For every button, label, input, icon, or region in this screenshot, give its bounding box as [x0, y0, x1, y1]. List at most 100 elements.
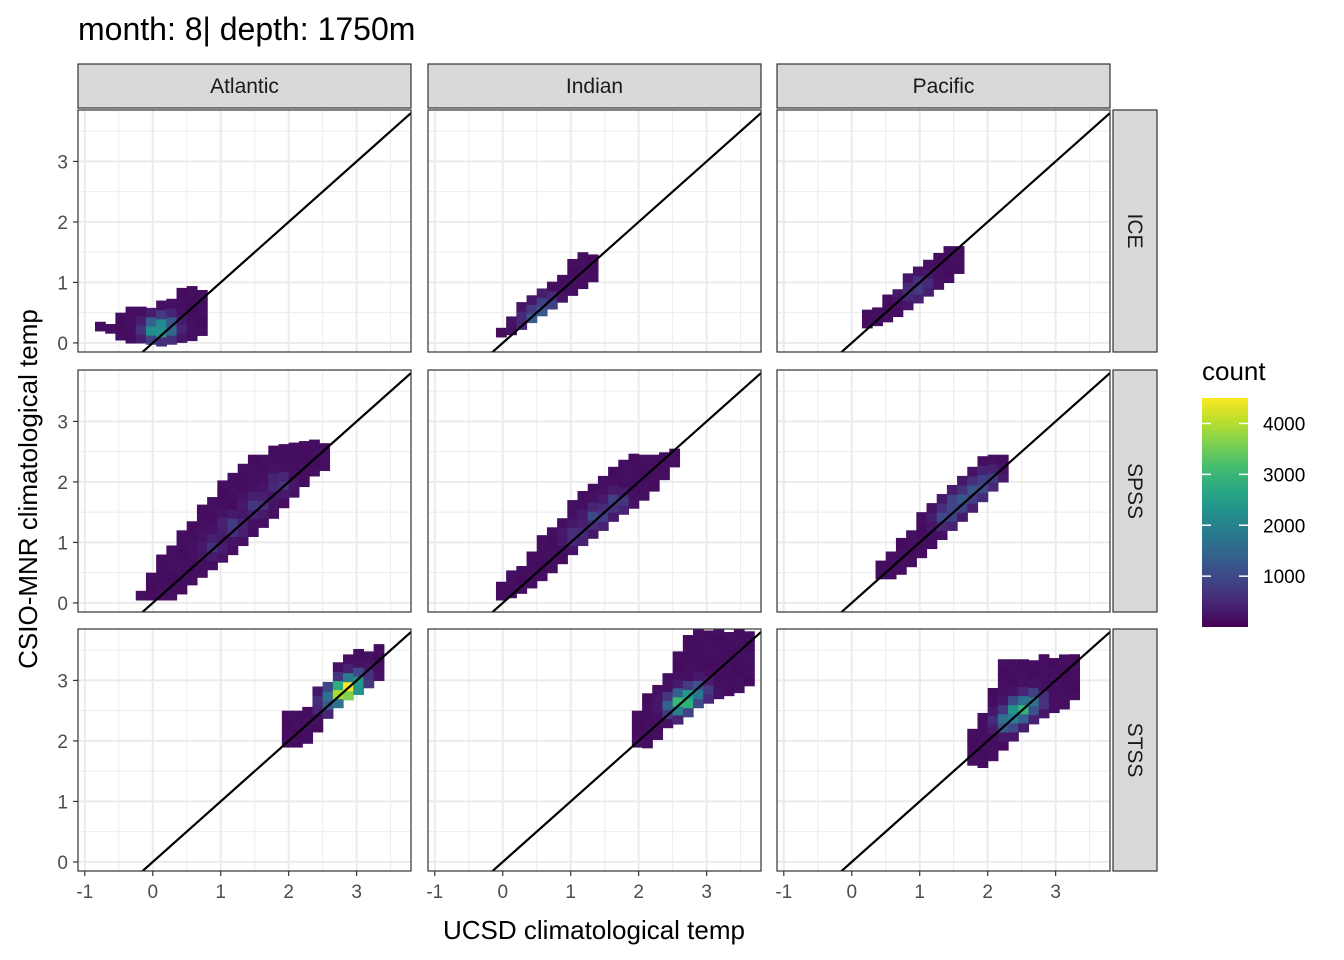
heatmap-bin — [353, 667, 365, 677]
heatmap-bin — [733, 674, 745, 685]
heatmap-bin — [353, 676, 365, 686]
heatmap-bin — [156, 318, 167, 329]
heatmap-bin — [278, 489, 290, 500]
heatmap-bin — [536, 297, 548, 308]
heatmap-bin — [546, 281, 558, 292]
heatmap-bin — [902, 282, 914, 293]
x-tick-label: 1 — [215, 882, 226, 903]
heatmap-bin — [946, 494, 958, 504]
heatmap-bin — [247, 491, 259, 501]
identity-line — [140, 372, 411, 612]
heatmap-bin — [526, 304, 538, 315]
heatmap-bin — [207, 551, 218, 562]
y-tick-label: 3 — [57, 412, 68, 433]
heatmap-bin — [506, 316, 517, 327]
heatmap-bin — [332, 680, 344, 691]
heatmap-bin — [247, 472, 259, 483]
heatmap-bin — [237, 536, 249, 547]
heatmap-bin — [292, 719, 303, 730]
heatmap-bin — [516, 575, 528, 585]
heatmap-bin — [1008, 704, 1019, 715]
heatmap-bin — [363, 678, 375, 689]
heatmap-bin — [1059, 699, 1070, 710]
heatmap-bin — [703, 630, 715, 641]
heatmap-bin — [247, 500, 259, 510]
heatmap-bin — [166, 545, 178, 556]
heatmap-bin — [196, 299, 208, 309]
heatmap-bin — [156, 309, 167, 320]
heatmap-bin — [1059, 690, 1070, 701]
heatmap-bin — [94, 321, 106, 332]
heatmap-bin — [652, 694, 664, 704]
heatmap-bin — [693, 680, 704, 691]
heatmap-bin — [322, 691, 334, 701]
strip-top-background — [427, 63, 762, 109]
heatmap-bin — [332, 662, 344, 672]
heatmap-bin — [156, 581, 167, 592]
facet-panel: -1 0 1 2 3 — [426, 628, 762, 903]
heatmap-bin — [567, 258, 579, 269]
heatmap-bin — [713, 629, 725, 636]
heatmap-bin — [322, 681, 334, 692]
heatmap-bin — [176, 306, 188, 316]
heatmap-bin — [176, 575, 188, 586]
heatmap-bin — [288, 487, 300, 498]
strip-right-background — [1112, 369, 1158, 613]
heatmap-bin — [987, 697, 999, 707]
heatmap-bin — [166, 325, 178, 336]
heatmap-bin — [943, 255, 955, 265]
heatmap-bin — [1059, 681, 1070, 692]
heatmap-bin — [145, 325, 157, 336]
heatmap-bin — [319, 461, 331, 472]
heatmap-bin — [258, 481, 269, 492]
panel-border — [776, 628, 1111, 872]
heatmap-bin — [217, 489, 229, 500]
heatmap-bin — [662, 718, 674, 729]
heatmap-bin — [652, 712, 664, 722]
heatmap-bin — [567, 518, 579, 528]
heatmap-bin — [1028, 705, 1040, 716]
x-tick-label: 0 — [497, 882, 508, 903]
heatmap-bin — [713, 662, 725, 672]
heatmap-bin — [659, 452, 670, 462]
heatmap-bin — [936, 503, 948, 513]
heatmap-tiles — [967, 654, 1081, 768]
heatmap-bin — [506, 588, 517, 599]
x-tick-label: 3 — [701, 882, 712, 903]
heatmap-bin — [247, 463, 259, 474]
heatmap-bin — [587, 510, 599, 521]
heatmap-bin — [682, 689, 694, 700]
panel-border — [427, 628, 762, 872]
heatmap-bin — [1018, 659, 1030, 669]
heatmap-bin — [882, 303, 894, 314]
heatmap-bin — [207, 524, 218, 534]
heatmap-bin — [957, 494, 968, 504]
heatmap-bin — [196, 289, 208, 300]
heatmap-bin — [567, 545, 579, 556]
heatmap-bin — [672, 714, 684, 725]
heatmap-bin — [312, 713, 324, 724]
heatmap-bin — [933, 252, 945, 263]
heatmap-bin — [648, 481, 660, 492]
heatmap-bin — [207, 497, 218, 507]
strip-top-background — [77, 63, 412, 109]
heatmap-bin — [648, 454, 660, 465]
heatmap-bin — [659, 470, 670, 481]
heatmap-bin — [135, 315, 147, 326]
heatmap-bin — [926, 530, 938, 540]
heatmap-bin — [227, 491, 239, 501]
strip-right-label: STSS — [1123, 723, 1146, 778]
heatmap-bin — [217, 516, 229, 527]
heatmap-bin — [176, 315, 188, 325]
heatmap-bin — [1059, 663, 1070, 674]
x-tick-label: 2 — [982, 882, 993, 903]
heatmap-bin — [703, 648, 715, 659]
heatmap-bin — [567, 268, 579, 278]
heatmap-bin — [895, 546, 907, 557]
heatmap-bin — [186, 530, 198, 540]
heatmap-bin — [672, 678, 684, 689]
x-tick-label: 2 — [283, 882, 294, 903]
heatmap-bin — [987, 454, 999, 465]
heatmap-bin — [987, 687, 999, 698]
strip-top-label: Pacific — [913, 75, 975, 98]
